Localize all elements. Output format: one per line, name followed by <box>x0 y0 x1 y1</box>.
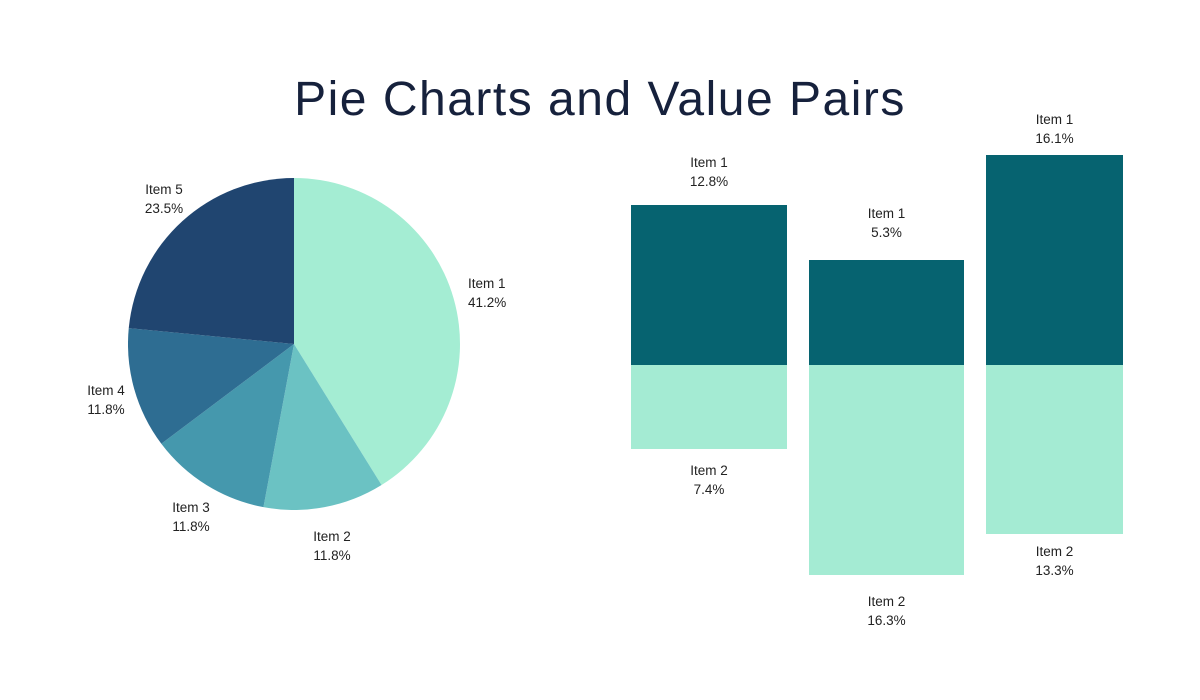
pie-label-item-4: Item 4 11.8% <box>87 381 125 419</box>
pie-label-item-2-value: 11.8% <box>313 548 351 563</box>
bar-2-bottom-segment-item-2 <box>809 365 964 575</box>
bar-1-bottom-segment-item-2 <box>631 365 787 449</box>
pie-label-item-2: Item 2 11.8% <box>313 527 351 565</box>
pie-label-item-2-name: Item 2 <box>313 529 351 544</box>
bar-2-top-label-value: 5.3% <box>871 225 902 240</box>
pie-slice-item-5 <box>128 178 294 344</box>
page-title: Pie Charts and Value Pairs <box>294 73 906 126</box>
bar-1-top-label: Item 1 12.8% <box>690 153 728 191</box>
pie-label-item-5-value: 23.5% <box>144 201 184 216</box>
pie-label-item-4-value: 11.8% <box>87 402 125 417</box>
bar-2-top-label: Item 1 5.3% <box>868 204 906 242</box>
pie-label-item-5-name: Item 5 <box>145 182 183 197</box>
bar-3-top-label-name: Item 1 <box>1035 112 1074 127</box>
bar-1-top-segment-item-1 <box>631 205 787 365</box>
bar-1-bottom-label-name: Item 2 <box>690 463 728 478</box>
pie-label-item-4-name: Item 4 <box>87 383 125 398</box>
bar-2-top-segment-item-1 <box>809 260 964 365</box>
bar-1-bottom-label: Item 2 7.4% <box>690 461 728 499</box>
bar-3-top-segment-item-1 <box>986 155 1123 365</box>
pie-label-item-3-name: Item 3 <box>172 500 210 515</box>
pie-chart <box>128 178 460 510</box>
bar-3-bottom-label-name: Item 2 <box>1035 544 1074 559</box>
bar-3-bottom-label-value: 13.3% <box>1035 563 1074 578</box>
bar-2-bottom-label: Item 2 16.3% <box>867 592 905 630</box>
pie-slice-item-4 <box>128 328 294 444</box>
bar-3-bottom-label: Item 2 13.3% <box>1035 542 1073 580</box>
pie-slice-item-2 <box>263 344 382 510</box>
pie-label-item-3-value: 11.8% <box>172 519 210 534</box>
pie-slice-item-3 <box>161 344 294 508</box>
pie-label-item-1: Item 1 41.2% <box>468 274 506 312</box>
bar-2-top-label-name: Item 1 <box>867 206 906 221</box>
bar-3-bottom-segment-item-2 <box>986 365 1123 534</box>
pie-slice-item-1 <box>294 178 460 486</box>
bar-1-top-label-value: 12.8% <box>689 174 729 189</box>
pie-label-item-1-name: Item 1 <box>468 276 506 291</box>
bar-1-bottom-label-value: 7.4% <box>693 482 725 497</box>
bar-1-top-label-name: Item 1 <box>690 155 728 170</box>
bar-2-bottom-label-value: 16.3% <box>867 613 906 628</box>
bar-2-bottom-label-name: Item 2 <box>867 594 906 609</box>
pie-label-item-1-value: 41.2% <box>468 295 507 310</box>
pie-label-item-5: Item 5 23.5% <box>145 180 183 218</box>
pie-label-item-3: Item 3 11.8% <box>172 498 210 536</box>
bar-3-top-label-value: 16.1% <box>1035 131 1074 146</box>
bar-3-top-label: Item 1 16.1% <box>1035 110 1073 148</box>
